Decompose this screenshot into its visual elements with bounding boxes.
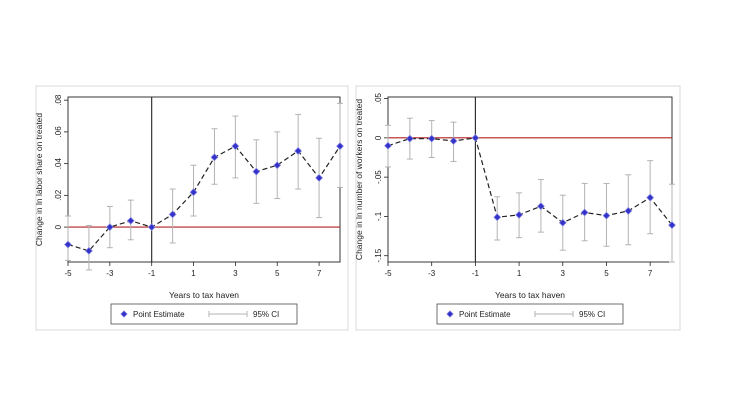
left-legend-marker [120, 310, 128, 318]
left-point-estimate-marker [64, 240, 72, 249]
right-legend-label-ci: 95% CI [579, 310, 605, 319]
right-point-estimate-marker [515, 210, 523, 219]
right-y-tick-label: .05 [374, 92, 383, 104]
right-x-tick-label: -1 [472, 269, 480, 278]
right-x-tick-label: -3 [428, 269, 436, 278]
left-point-estimate-marker [336, 142, 344, 151]
left-point-estimate-line [67, 145, 341, 252]
left-x-axis-title: Years to tax haven [169, 290, 239, 300]
right-legend-box [436, 303, 624, 325]
right-panel-frame [355, 85, 681, 331]
right-point-estimate-marker [427, 134, 436, 143]
left-y-tick-label: .06 [54, 126, 63, 138]
left-point-estimate-marker [231, 142, 240, 151]
left-point-estimate-marker [273, 161, 282, 170]
right-point-estimate-marker [471, 133, 480, 142]
left-point-estimate-marker [147, 223, 156, 231]
right-x-tick-label: 5 [604, 269, 609, 278]
right-point-estimate-marker [668, 221, 676, 229]
right-point-estimate-marker [602, 211, 611, 220]
left-point-estimate-marker [168, 210, 177, 219]
right-x-tick-label: -5 [384, 269, 392, 278]
right-x-tick-label: 3 [561, 269, 566, 278]
left-point-estimate-marker [105, 223, 114, 231]
left-y-tick-label: .08 [54, 94, 63, 106]
right-y-tick-label: 0 [374, 135, 383, 140]
right-x-tick-label: 1 [517, 269, 522, 278]
left-point-estimate-marker [189, 188, 198, 197]
left-plot-area [67, 96, 341, 263]
left-x-tick-label: -5 [64, 269, 72, 278]
left-legend-box [110, 303, 298, 325]
left-point-estimate-marker [315, 174, 323, 182]
right-y-tick-label: -.1 [374, 211, 383, 221]
right-legend-marker [446, 310, 454, 318]
right-legend-label-point-estimate: Point Estimate [459, 310, 511, 319]
left-y-tick-label: .04 [54, 158, 63, 170]
right-point-estimate-marker [558, 218, 567, 227]
right-point-estimate-marker [646, 193, 655, 202]
left-panel-frame [35, 85, 349, 331]
left-x-tick-label: 5 [275, 269, 280, 278]
left-legend-label-ci: 95% CI [253, 310, 279, 319]
right-point-estimate-marker [493, 213, 502, 222]
left-y-tick-label: .02 [54, 189, 63, 201]
left-y-tick-label: 0 [54, 224, 63, 229]
left-point-estimate-marker [85, 246, 93, 255]
right-point-estimate-marker [537, 202, 545, 211]
left-x-tick-label: 3 [233, 269, 238, 278]
left-x-tick-label: 7 [317, 269, 322, 278]
right-x-axis-title: Years to tax haven [495, 290, 565, 300]
left-point-estimate-marker [210, 153, 219, 162]
left-x-tick-label: -1 [148, 269, 156, 278]
right-x-tick-label: 7 [648, 269, 653, 278]
right-point-estimate-marker [405, 134, 414, 143]
left-point-estimate-marker [126, 216, 135, 225]
right-panel: .05 0 -.05 -.1 -.15-5 -3 -1 1 3 5 7 Change in ln nu… [354, 85, 681, 331]
left-x-tick-label: 1 [191, 269, 196, 278]
left-y-axis-title: Change in ln labor share on treated [34, 113, 44, 247]
right-legend: Point Estimate 95% CI [436, 303, 624, 325]
left-panel: 0 .02 .04 .06 .08 -5 -3 -1 1 3 5 7 Change in ln labo… [34, 85, 349, 331]
right-y-tick-label: -.15 [374, 248, 383, 262]
left-point-estimate-marker [252, 167, 261, 176]
right-point-estimate-marker [624, 207, 633, 215]
right-y-tick-label: -.05 [374, 170, 383, 184]
right-point-estimate-marker [384, 141, 392, 150]
left-legend: Point Estimate 95% CI [110, 303, 298, 325]
left-legend-label-point-estimate: Point Estimate [133, 310, 185, 319]
left-point-estimate-marker [294, 147, 303, 155]
right-plot-area [387, 96, 673, 263]
right-point-estimate-marker [449, 137, 458, 145]
right-point-estimate-line [387, 137, 673, 226]
right-point-estimate-marker [580, 208, 589, 217]
right-y-axis-title: Change in ln number of workers on treate… [354, 99, 364, 260]
left-x-tick-label: -3 [106, 269, 114, 278]
